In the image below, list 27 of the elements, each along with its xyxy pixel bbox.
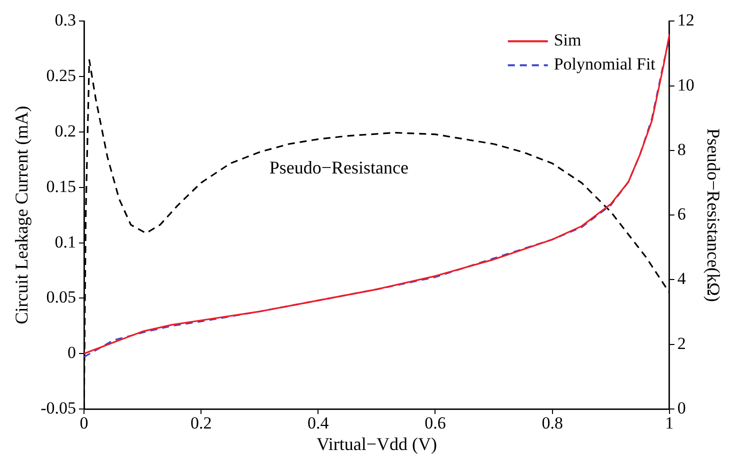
y2-tick-label: 10 [677, 75, 694, 94]
x-axis-title: Virtual−Vdd (V) [316, 434, 437, 454]
y2-tick-label: 6 [677, 204, 686, 224]
y-tick-label: 0.3 [54, 10, 76, 30]
x-tick-label: 0.8 [542, 414, 563, 433]
y-tick-label: 0.2 [54, 121, 76, 140]
y-tick-label: 0.15 [46, 176, 76, 196]
y2-axis-title: Pseudo−Resistance(kΩ) [703, 128, 724, 302]
y-tick-label: 0.05 [46, 288, 76, 307]
y-tick-label: 0.1 [54, 232, 76, 252]
x-tick-label: 0.2 [190, 414, 212, 433]
y2-tick-label: 8 [677, 140, 686, 159]
x-tick-label: 0.4 [308, 414, 330, 433]
y-tick-label: 0 [68, 343, 76, 362]
legend-label: Sim [554, 30, 582, 50]
y-tick-label: 0.25 [46, 66, 76, 86]
y-tick-label: -0.05 [40, 398, 76, 418]
x-tick-label: 1 [665, 414, 674, 433]
y2-tick-label: 0 [677, 398, 686, 418]
y2-tick-label: 12 [677, 10, 694, 30]
x-tick-label: 0 [80, 414, 88, 433]
y2-tick-label: 4 [677, 269, 686, 288]
y-axis-title: Circuit Leakage Current (mA) [12, 106, 32, 324]
series-label: Pseudo−Resistance [269, 158, 408, 178]
legend-label: Polynomial Fit [554, 54, 656, 74]
y2-tick-label: 2 [677, 334, 686, 353]
x-tick-label: 0.6 [424, 414, 446, 433]
